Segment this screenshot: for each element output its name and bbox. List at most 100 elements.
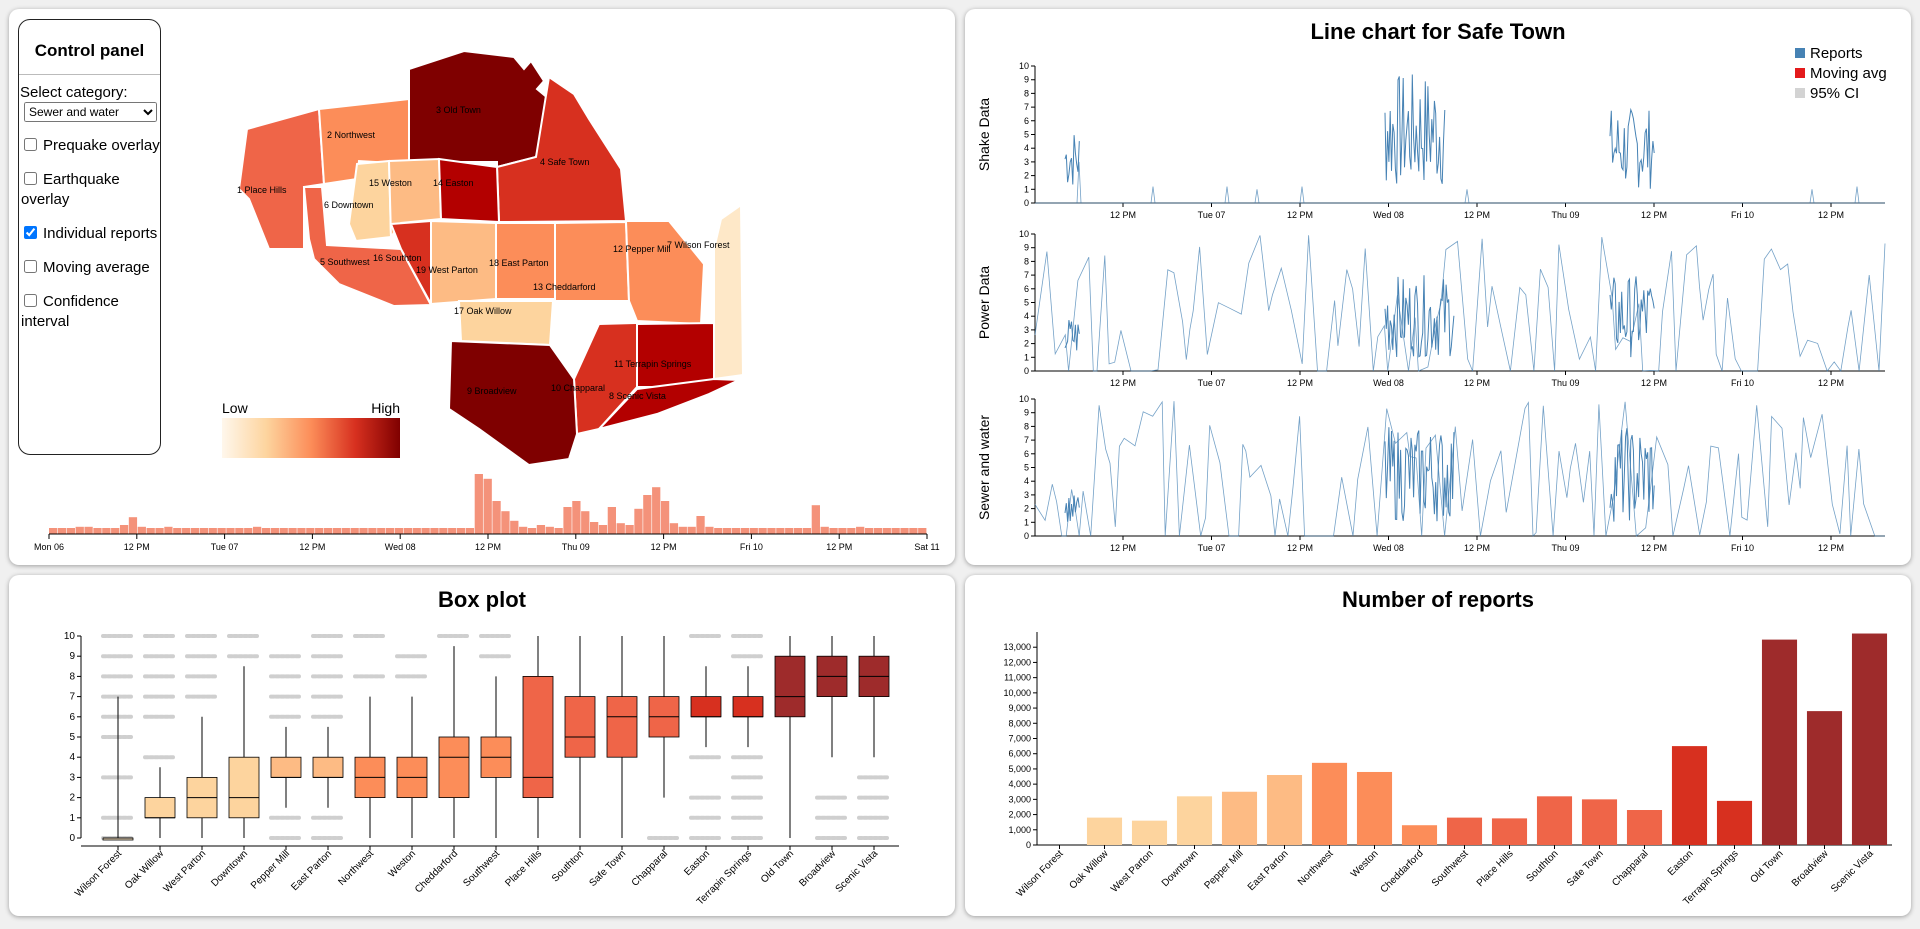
box-iqr[interactable] — [564, 696, 596, 758]
timeline-bar[interactable] — [102, 528, 111, 534]
timeline-bar[interactable] — [705, 526, 714, 534]
region-scenic-vista[interactable] — [595, 377, 740, 431]
timeline-bar[interactable] — [572, 501, 581, 534]
option-earthquake-overlay[interactable]: Earthquake overlay — [19, 170, 160, 210]
timeline-bar[interactable] — [208, 528, 217, 534]
timeline-bar[interactable] — [93, 528, 102, 534]
timeline-bar[interactable] — [811, 505, 820, 534]
timeline-histogram[interactable]: Mon 06 12 PM Tue 07 12 PM Wed 08 12 PM Thu 09 1… — [34, 474, 940, 552]
bar-safe-town[interactable] — [1581, 799, 1618, 845]
timeline-bar[interactable] — [519, 526, 528, 534]
timeline-bar[interactable] — [864, 528, 874, 534]
timeline-bar[interactable] — [439, 528, 448, 534]
timeline-bar[interactable] — [492, 501, 501, 534]
line-panel-0[interactable]: 0 1 2 3 4 5 6 7 8 9 10 12 PM Tue 07 12 PM Wed 08 12 PM T… — [976, 61, 1885, 220]
timeline-bar[interactable] — [891, 528, 900, 534]
box-old-town[interactable]: Old Town — [759, 636, 806, 885]
timeline-bar[interactable] — [199, 528, 209, 534]
earthquake-overlay-checkbox[interactable] — [24, 172, 37, 185]
timeline-bar[interactable] — [793, 528, 803, 534]
box-easton[interactable]: Easton — [682, 634, 723, 878]
timeline-bar[interactable] — [483, 478, 492, 534]
bar-chart[interactable]: 0 1,000 2,000 3,000 4,000 5,000 6,000 7,000 8,00… — [965, 575, 1911, 916]
timeline-bar[interactable] — [244, 528, 253, 534]
timeline-bar[interactable] — [589, 522, 599, 534]
bar-old-town[interactable] — [1761, 639, 1798, 845]
timeline-bar[interactable] — [377, 528, 386, 534]
timeline-bar[interactable] — [173, 528, 182, 534]
timeline-bar[interactable] — [847, 528, 856, 534]
timeline-bar[interactable] — [368, 528, 377, 534]
bar-place-hills[interactable] — [1491, 818, 1528, 845]
timeline-bar[interactable] — [394, 528, 404, 534]
line-panel-1[interactable]: 0 1 2 3 4 5 6 7 8 9 10 12 PM Tue 07 12 PM Wed 08 12 PM T… — [976, 229, 1886, 388]
box-iqr[interactable] — [270, 756, 302, 778]
region-terrapin-springs[interactable] — [636, 321, 715, 388]
option-prequake-overlay[interactable]: Prequake overlay — [19, 136, 160, 156]
bar-pepper-mill[interactable] — [1221, 791, 1258, 845]
box-downtown[interactable]: Downtown — [209, 634, 261, 889]
timeline-bar[interactable] — [279, 528, 288, 534]
timeline-bar[interactable] — [111, 528, 120, 534]
timeline-bar[interactable] — [882, 528, 891, 534]
timeline-bar[interactable] — [288, 528, 297, 534]
timeline-bar[interactable] — [776, 528, 785, 534]
option-confidence-interval[interactable]: Confidence interval — [19, 292, 160, 332]
bar-northwest[interactable] — [1311, 762, 1348, 845]
region-broadview[interactable] — [447, 339, 579, 467]
box-chapparal[interactable]: Chapparal — [630, 636, 681, 889]
bar-scenic-vista[interactable] — [1851, 633, 1888, 845]
timeline-bar[interactable] — [563, 507, 572, 534]
region-old-town[interactable] — [408, 49, 551, 169]
box-iqr[interactable] — [144, 797, 176, 819]
region-pepper-mill[interactable] — [624, 220, 706, 326]
timeline-bar[interactable] — [315, 528, 324, 534]
bar-easton[interactable] — [1671, 746, 1708, 845]
box-iqr[interactable] — [732, 696, 764, 718]
region-easton[interactable] — [437, 157, 501, 224]
region-downtown[interactable] — [347, 159, 393, 243]
timeline-bar[interactable] — [740, 528, 750, 534]
prequake-overlay-checkbox[interactable] — [24, 138, 37, 151]
timeline-bar[interactable] — [652, 487, 661, 534]
bar-downtown[interactable] — [1176, 796, 1213, 845]
timeline-bar[interactable] — [581, 511, 590, 534]
bar-chapparal[interactable] — [1626, 810, 1663, 845]
timeline-bar[interactable] — [545, 526, 554, 534]
timeline-bar[interactable] — [412, 528, 421, 534]
box-iqr[interactable] — [522, 676, 554, 798]
confidence-interval-checkbox[interactable] — [24, 294, 37, 307]
timeline-bar[interactable] — [75, 526, 84, 534]
timeline-bar[interactable] — [723, 528, 732, 534]
timeline-bar[interactable] — [270, 528, 279, 534]
timeline-bar[interactable] — [146, 528, 155, 534]
bar-terrapin-springs[interactable] — [1716, 800, 1753, 845]
timeline-bar[interactable] — [341, 528, 350, 534]
timeline-bar[interactable] — [421, 528, 430, 534]
timeline-bar[interactable] — [182, 528, 191, 534]
timeline-bar[interactable] — [678, 526, 687, 534]
timeline-bar[interactable] — [350, 528, 359, 534]
timeline-bar[interactable] — [554, 528, 563, 534]
timeline-bar[interactable] — [802, 528, 812, 534]
timeline-bar[interactable] — [49, 528, 58, 534]
bar-broadview[interactable] — [1806, 711, 1843, 845]
timeline-bar[interactable] — [616, 523, 625, 534]
timeline-bar[interactable] — [625, 525, 634, 534]
timeline-bar[interactable] — [261, 528, 271, 534]
timeline-bar[interactable] — [527, 528, 537, 534]
option-moving-average[interactable]: Moving average — [19, 258, 160, 278]
choropleth-map[interactable]: 1 Place Hills 2 Northwest 3 Old Town 4 Safe… — [9, 9, 955, 565]
timeline-bar[interactable] — [598, 525, 608, 534]
timeline-bar[interactable] — [873, 528, 883, 534]
timeline-bar[interactable] — [332, 528, 342, 534]
timeline-bar[interactable] — [669, 523, 679, 534]
bar-west-parton[interactable] — [1131, 820, 1168, 845]
box-oak-willow[interactable]: Oak Willow — [123, 634, 177, 891]
box-iqr[interactable] — [774, 655, 806, 718]
bar-southton[interactable] — [1536, 796, 1573, 845]
timeline-bar[interactable] — [643, 495, 652, 534]
timeline-bar[interactable] — [359, 528, 368, 534]
region-safe-town[interactable] — [495, 75, 628, 223]
